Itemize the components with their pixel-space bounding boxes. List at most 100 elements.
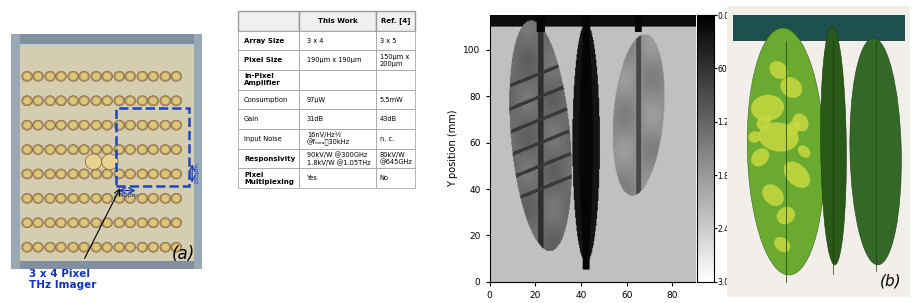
- Ellipse shape: [70, 73, 77, 80]
- Ellipse shape: [171, 96, 182, 106]
- Ellipse shape: [35, 195, 42, 202]
- Ellipse shape: [79, 242, 90, 252]
- Ellipse shape: [173, 122, 180, 129]
- Ellipse shape: [149, 219, 157, 226]
- Ellipse shape: [774, 237, 791, 252]
- Bar: [11, 34, 202, 44]
- Ellipse shape: [821, 26, 846, 265]
- Ellipse shape: [149, 73, 157, 80]
- Ellipse shape: [79, 169, 90, 179]
- Ellipse shape: [113, 169, 124, 179]
- Ellipse shape: [124, 96, 135, 106]
- Ellipse shape: [748, 28, 824, 275]
- Ellipse shape: [759, 122, 799, 152]
- Ellipse shape: [35, 219, 42, 226]
- Ellipse shape: [138, 73, 146, 80]
- Ellipse shape: [113, 120, 124, 130]
- Ellipse shape: [126, 244, 134, 251]
- Ellipse shape: [24, 195, 31, 202]
- Ellipse shape: [92, 122, 100, 129]
- Ellipse shape: [102, 218, 113, 228]
- Ellipse shape: [124, 169, 135, 179]
- Ellipse shape: [92, 195, 100, 202]
- Ellipse shape: [162, 219, 169, 226]
- Ellipse shape: [102, 145, 113, 155]
- Ellipse shape: [751, 148, 770, 166]
- Ellipse shape: [47, 146, 54, 153]
- Ellipse shape: [47, 171, 54, 178]
- Ellipse shape: [103, 244, 111, 251]
- Ellipse shape: [113, 145, 124, 155]
- Ellipse shape: [102, 169, 113, 179]
- Ellipse shape: [126, 146, 134, 153]
- Ellipse shape: [56, 145, 67, 155]
- Ellipse shape: [70, 244, 77, 251]
- Ellipse shape: [47, 244, 54, 251]
- Ellipse shape: [79, 145, 90, 155]
- Ellipse shape: [35, 244, 42, 251]
- Ellipse shape: [113, 218, 124, 228]
- Ellipse shape: [138, 219, 146, 226]
- Bar: [115, 108, 189, 186]
- Ellipse shape: [24, 97, 31, 104]
- Ellipse shape: [45, 169, 56, 179]
- Ellipse shape: [138, 97, 146, 104]
- Bar: [11, 261, 202, 269]
- Ellipse shape: [45, 145, 56, 155]
- Ellipse shape: [173, 244, 180, 251]
- Ellipse shape: [850, 38, 901, 265]
- Ellipse shape: [160, 193, 171, 203]
- Ellipse shape: [24, 171, 31, 178]
- Ellipse shape: [171, 242, 182, 252]
- Ellipse shape: [780, 77, 802, 98]
- Ellipse shape: [748, 131, 761, 143]
- Y-axis label: Y position (mm): Y position (mm): [447, 110, 458, 187]
- Ellipse shape: [70, 97, 77, 104]
- Ellipse shape: [160, 169, 171, 179]
- Ellipse shape: [113, 193, 124, 203]
- Ellipse shape: [35, 146, 42, 153]
- Ellipse shape: [102, 242, 113, 252]
- Ellipse shape: [68, 169, 79, 179]
- Ellipse shape: [33, 71, 44, 82]
- Ellipse shape: [56, 242, 67, 252]
- Ellipse shape: [81, 97, 88, 104]
- Ellipse shape: [92, 73, 100, 80]
- Ellipse shape: [149, 97, 157, 104]
- Ellipse shape: [137, 193, 148, 203]
- Ellipse shape: [171, 145, 182, 155]
- Ellipse shape: [33, 120, 44, 130]
- Ellipse shape: [58, 122, 65, 129]
- Ellipse shape: [22, 71, 33, 82]
- Ellipse shape: [113, 96, 124, 106]
- Bar: [194, 34, 202, 269]
- Ellipse shape: [68, 218, 79, 228]
- Ellipse shape: [149, 171, 157, 178]
- Ellipse shape: [798, 145, 811, 158]
- Ellipse shape: [92, 97, 100, 104]
- Ellipse shape: [171, 193, 182, 203]
- Ellipse shape: [24, 244, 31, 251]
- Ellipse shape: [126, 122, 134, 129]
- Ellipse shape: [79, 120, 90, 130]
- Ellipse shape: [22, 120, 33, 130]
- Ellipse shape: [70, 146, 77, 153]
- Ellipse shape: [58, 171, 65, 178]
- Ellipse shape: [171, 120, 182, 130]
- Ellipse shape: [85, 154, 102, 170]
- Bar: [20, 46, 194, 261]
- Ellipse shape: [35, 122, 42, 129]
- Ellipse shape: [102, 96, 113, 106]
- Ellipse shape: [162, 146, 169, 153]
- Ellipse shape: [68, 71, 79, 82]
- Ellipse shape: [79, 71, 90, 82]
- Text: (a): (a): [171, 245, 195, 263]
- Ellipse shape: [103, 122, 111, 129]
- Ellipse shape: [58, 195, 65, 202]
- Ellipse shape: [751, 95, 784, 121]
- Ellipse shape: [162, 97, 169, 104]
- Ellipse shape: [68, 145, 79, 155]
- Ellipse shape: [81, 244, 88, 251]
- Ellipse shape: [148, 242, 158, 252]
- Ellipse shape: [148, 96, 158, 106]
